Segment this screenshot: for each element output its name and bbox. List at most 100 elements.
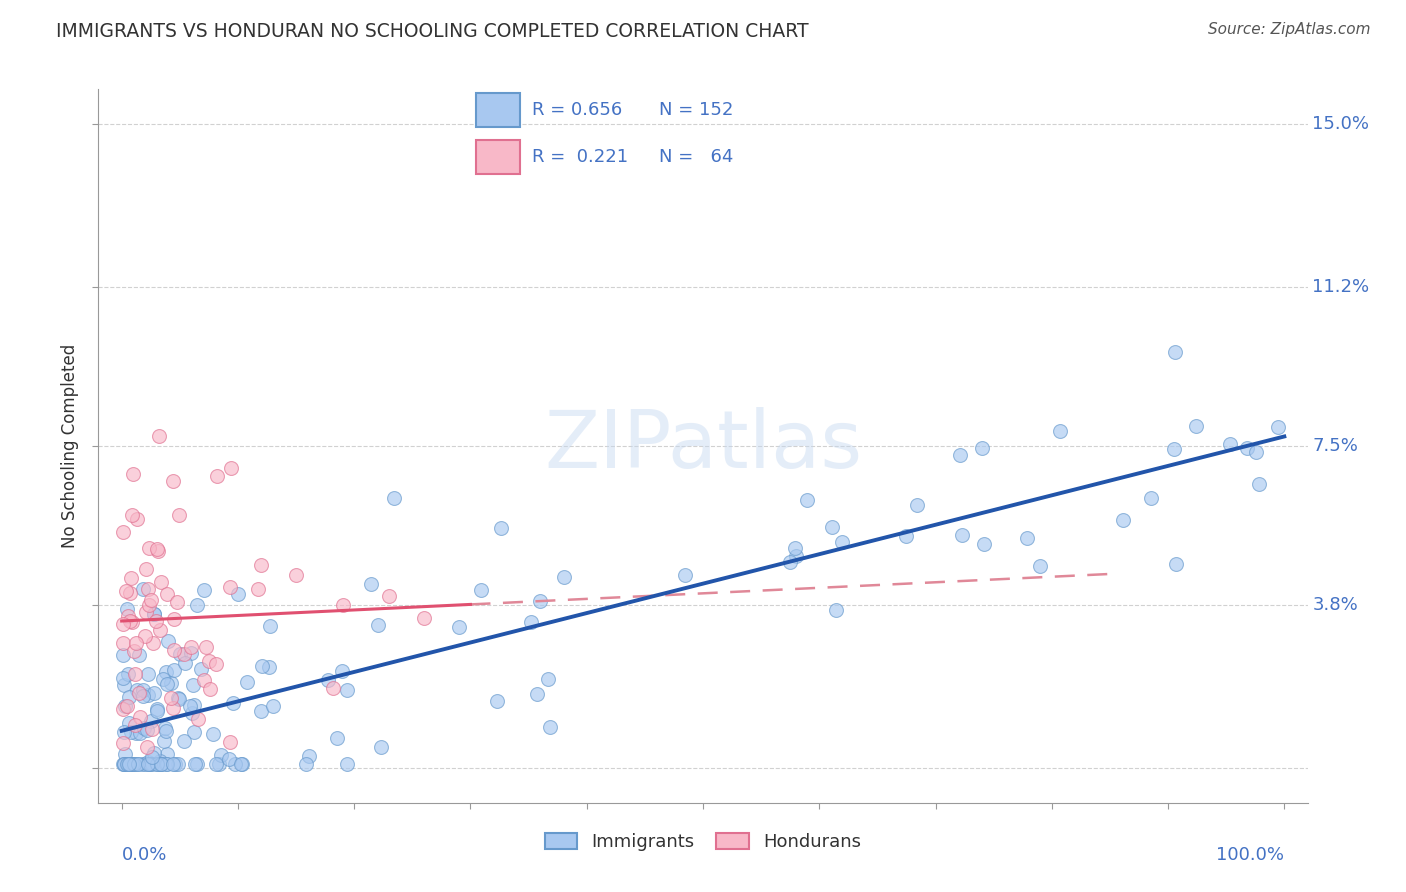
Point	[134, 629, 156, 643]
Point	[1017, 531, 1039, 545]
FancyBboxPatch shape	[477, 140, 520, 175]
Point	[155, 723, 177, 738]
Point	[536, 672, 558, 686]
Point	[519, 615, 541, 629]
Point	[149, 757, 172, 772]
Point	[285, 568, 308, 582]
Point	[129, 710, 152, 724]
Point	[118, 586, 141, 600]
Point	[224, 757, 246, 772]
Point	[1163, 442, 1185, 457]
Point	[125, 636, 148, 650]
Point	[146, 757, 169, 772]
Point	[135, 562, 157, 576]
Point	[316, 673, 339, 688]
Point	[180, 640, 202, 654]
Point	[1249, 476, 1271, 491]
Point	[112, 724, 135, 739]
Point	[159, 691, 181, 706]
Text: Source: ZipAtlas.com: Source: ZipAtlas.com	[1208, 22, 1371, 37]
Point	[149, 757, 172, 772]
Point	[163, 642, 186, 657]
Point	[229, 757, 252, 772]
Point	[538, 720, 561, 734]
Point	[128, 686, 150, 700]
Point	[124, 644, 146, 658]
Point	[905, 498, 928, 512]
Text: 100.0%: 100.0%	[1216, 846, 1284, 863]
Point	[226, 586, 249, 600]
Point	[370, 740, 392, 755]
Point	[231, 757, 253, 772]
Point	[132, 682, 155, 697]
Point	[111, 617, 134, 632]
Point	[125, 726, 148, 740]
Point	[111, 757, 134, 772]
Point	[124, 718, 146, 732]
Point	[143, 607, 166, 621]
Point	[136, 755, 159, 769]
Point	[181, 706, 204, 721]
Point	[125, 683, 148, 698]
Point	[117, 609, 139, 624]
Point	[112, 636, 135, 650]
Point	[138, 598, 160, 612]
Point	[1219, 437, 1241, 451]
Point	[117, 667, 139, 681]
Point	[121, 508, 143, 522]
Point	[132, 582, 155, 596]
Point	[179, 698, 201, 713]
Point	[675, 568, 697, 582]
Point	[142, 636, 165, 650]
Point	[219, 461, 242, 475]
Point	[1185, 418, 1208, 433]
Point	[141, 757, 163, 772]
Point	[153, 721, 176, 735]
Text: IMMIGRANTS VS HONDURAN NO SCHOOLING COMPLETED CORRELATION CHART: IMMIGRANTS VS HONDURAN NO SCHOOLING COMP…	[56, 22, 808, 41]
Point	[141, 750, 163, 764]
Point	[183, 724, 205, 739]
Point	[162, 757, 184, 772]
Point	[949, 449, 972, 463]
Point	[138, 688, 160, 702]
Text: N =   64: N = 64	[659, 148, 733, 166]
Point	[180, 646, 202, 660]
Point	[259, 619, 281, 633]
Point	[117, 757, 139, 772]
Point	[297, 749, 319, 764]
Point	[167, 508, 190, 523]
Point	[127, 512, 149, 526]
Point	[1244, 444, 1267, 458]
Point	[114, 747, 136, 761]
Point	[138, 757, 160, 772]
Point	[112, 757, 135, 772]
Point	[367, 617, 389, 632]
Point	[141, 593, 163, 607]
Point	[526, 687, 548, 701]
Point	[146, 544, 169, 558]
Point	[491, 521, 513, 535]
Point	[138, 757, 160, 772]
Point	[152, 733, 174, 747]
Point	[121, 757, 143, 772]
Point	[169, 647, 191, 661]
Point	[470, 583, 492, 598]
Point	[115, 584, 138, 599]
Point	[447, 620, 470, 634]
Point	[250, 704, 273, 718]
Point	[157, 633, 180, 648]
Point	[148, 623, 170, 637]
Point	[330, 664, 353, 678]
Point	[149, 757, 172, 772]
Point	[156, 747, 179, 762]
Text: R =  0.221: R = 0.221	[531, 148, 628, 166]
Text: 3.8%: 3.8%	[1312, 596, 1358, 614]
Point	[831, 534, 853, 549]
Point	[174, 656, 197, 670]
Point	[322, 681, 344, 695]
Point	[294, 757, 316, 772]
Y-axis label: No Schooling Completed: No Schooling Completed	[60, 344, 79, 548]
Text: N = 152: N = 152	[659, 102, 733, 120]
Point	[200, 682, 222, 697]
Point	[146, 757, 169, 772]
